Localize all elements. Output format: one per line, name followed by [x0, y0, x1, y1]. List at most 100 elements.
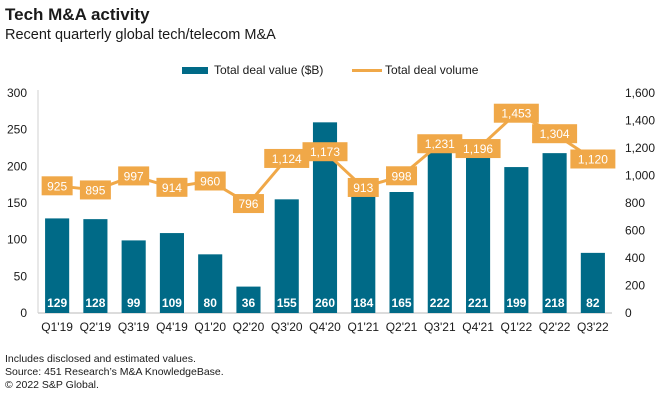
line-data-label: 1,231 [425, 137, 455, 151]
bar-deal-value [236, 286, 261, 313]
line-data-label-box [302, 142, 348, 162]
legend-item-deal-volume: Total deal volume [352, 63, 478, 77]
y-left-tick-label: 50 [14, 269, 28, 283]
bar-deal-value [45, 218, 70, 313]
bar-data-label: 129 [47, 296, 67, 310]
bar-data-label: 80 [204, 296, 218, 310]
footer-source: Source: 451 Research’s M&A KnowledgeBase… [5, 366, 224, 378]
chart-footer: Includes disclosed and estimated values.… [5, 353, 224, 392]
legend-swatch-line [352, 68, 382, 72]
legend-item-deal-value: Total deal value ($B) [182, 63, 323, 77]
x-tick-label: Q3'22 [577, 320, 609, 334]
bar-data-label: 109 [162, 296, 182, 310]
bar-data-label: 82 [586, 296, 600, 310]
line-data-label: 998 [392, 169, 412, 183]
line-data-label-box [41, 176, 73, 196]
line-data-label: 913 [353, 181, 373, 195]
line-data-label-box [532, 124, 578, 144]
x-tick-label: Q1'22 [501, 320, 533, 334]
bar-data-label: 199 [506, 296, 526, 310]
x-tick-label: Q1'20 [194, 320, 226, 334]
line-data-label-box [570, 149, 616, 169]
line-data-label-box [347, 177, 379, 197]
y-left-tick-label: 150 [7, 196, 27, 210]
y-left-tick-label: 0 [20, 306, 27, 320]
bar-deal-value [504, 167, 529, 313]
chart-subtitle: Recent quarterly global tech/telecom M&A [5, 27, 276, 43]
x-tick-label: Q3'19 [118, 320, 150, 334]
bar-deal-value [580, 252, 605, 313]
line-data-label-box [194, 171, 226, 191]
bar-data-label: 184 [353, 296, 373, 310]
bar-data-label: 222 [430, 296, 450, 310]
y-right-tick-label: 1,400 [625, 114, 655, 128]
y-left-tick-label: 250 [7, 123, 27, 137]
line-data-label: 895 [85, 183, 105, 197]
bar-deal-value [351, 178, 376, 313]
line-data-label: 1,196 [463, 142, 493, 156]
y-right-tick-label: 800 [625, 196, 645, 210]
y-right-tick-label: 200 [625, 279, 645, 293]
x-tick-label: Q3'21 [424, 320, 456, 334]
line-data-label: 1,304 [540, 127, 570, 141]
bar-data-label: 165 [392, 296, 412, 310]
x-tick-label: Q4'21 [462, 320, 494, 334]
x-tick-label: Q2'20 [233, 320, 265, 334]
bar-deal-value [389, 192, 414, 313]
y-right-tick-label: 1,200 [625, 141, 655, 155]
x-tick-label: Q2'19 [80, 320, 112, 334]
bar-data-label: 260 [315, 296, 335, 310]
x-tick-label: Q4'19 [156, 320, 188, 334]
y-right-tick-label: 1,000 [625, 169, 655, 183]
line-data-label-box [264, 148, 310, 168]
y-left-tick-label: 200 [7, 159, 27, 173]
line-data-label: 1,124 [272, 152, 302, 166]
line-data-label-box [417, 134, 463, 154]
y-right-tick-label: 0 [625, 306, 632, 320]
bar-deal-value [274, 199, 299, 313]
line-data-label-box [156, 177, 188, 197]
bar-deal-value [121, 240, 146, 313]
line-data-label: 796 [238, 197, 258, 211]
x-tick-label: Q3'20 [271, 320, 303, 334]
line-data-label-box [493, 103, 539, 123]
legend-label-deal-value: Total deal value ($B) [214, 63, 324, 77]
x-tick-label: Q4'20 [309, 320, 341, 334]
legend-swatch-bar [182, 66, 208, 74]
x-tick-label: Q1'21 [347, 320, 379, 334]
footer-copyright: © 2022 S&P Global. [5, 379, 99, 391]
line-data-label-box [79, 180, 111, 200]
line-data-label-box [386, 166, 418, 186]
bar-deal-value [198, 254, 223, 313]
legend: Total deal value ($B) Total deal volume [0, 63, 660, 81]
line-data-label: 925 [47, 179, 67, 193]
legend-label-deal-volume: Total deal volume [385, 63, 479, 77]
bar-data-label: 36 [242, 296, 256, 310]
x-tick-label: Q1'19 [41, 320, 73, 334]
line-data-label-box [232, 194, 264, 214]
chart-title: Tech M&A activity [5, 5, 150, 24]
bar-deal-value [427, 150, 452, 313]
line-data-label-box [118, 166, 150, 186]
line-data-label: 960 [200, 175, 220, 189]
bar-deal-value [83, 219, 108, 313]
bar-data-label: 155 [277, 296, 297, 310]
line-data-label: 997 [124, 169, 144, 183]
x-tick-label: Q2'22 [539, 320, 571, 334]
footer-note: Includes disclosed and estimated values. [5, 353, 196, 365]
y-right-tick-label: 600 [625, 224, 645, 238]
bar-deal-value [159, 233, 184, 313]
x-tick-label: Q2'21 [386, 320, 418, 334]
bar-data-label: 221 [468, 296, 488, 310]
y-left-tick-label: 300 [7, 86, 27, 100]
bar-data-label: 128 [85, 296, 105, 310]
y-left-tick-label: 100 [7, 233, 27, 247]
bar-deal-value [542, 153, 567, 313]
bar-data-label: 218 [545, 296, 565, 310]
line-data-label: 914 [162, 181, 182, 195]
line-data-label-box [455, 139, 501, 159]
y-right-tick-label: 400 [625, 251, 645, 265]
line-data-label: 1,173 [310, 145, 340, 159]
bar-data-label: 99 [127, 296, 141, 310]
